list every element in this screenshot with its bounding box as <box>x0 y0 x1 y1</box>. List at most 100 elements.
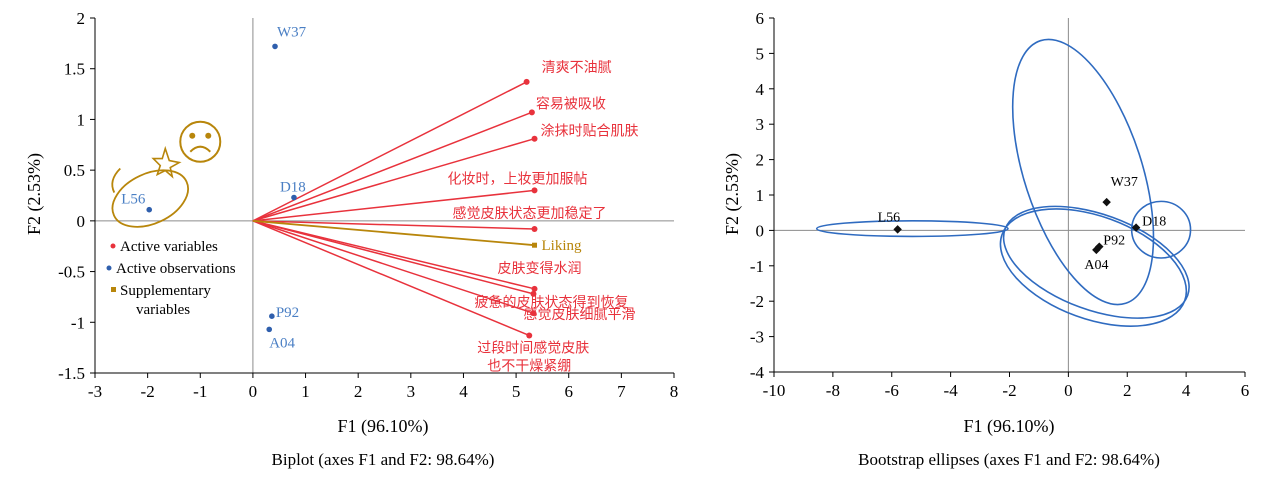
observation-point <box>146 206 153 213</box>
biplot-panel: 清爽不油腻容易被吸收涂抹时贴合肌肤化妆时，上妆更加服帖感觉皮肤状态更加稳定了皮肤… <box>24 9 678 469</box>
observation-point <box>291 194 297 201</box>
biplot-x-tick-label: 4 <box>459 382 468 401</box>
biplot-y-tick-label: 0.5 <box>64 161 85 180</box>
variable-label: 清爽不油腻 <box>542 60 612 76</box>
bootstrap-ellipses <box>815 38 1192 327</box>
biplot-annotations <box>111 120 222 228</box>
observation-point <box>269 313 275 320</box>
bootstrap-point-label: A04 <box>1084 258 1108 273</box>
biplot-y-tick-label: 1.5 <box>64 60 85 79</box>
sad-face-icon <box>179 120 222 163</box>
variable-point <box>530 310 537 317</box>
biplot-legend: Active variables Active observations Sup… <box>106 239 236 318</box>
biplot-y-axis-title: F2 (2.53%) <box>24 153 45 235</box>
bootstrap-y-tick-label: 1 <box>756 186 765 205</box>
bootstrap-x-tick-label: 2 <box>1123 381 1132 400</box>
biplot-x-tick-label: 0 <box>249 382 258 401</box>
observation-label: A04 <box>269 335 295 351</box>
variable-vector <box>252 111 533 222</box>
bootstrap-x-tick-label: -4 <box>944 381 959 400</box>
supplementary-point <box>532 242 538 248</box>
l56-highlight-ellipse <box>111 167 189 228</box>
bootstrap-point-label: W37 <box>1111 175 1138 190</box>
bootstrap-point <box>893 225 902 234</box>
biplot-x-tick-label: 8 <box>670 382 679 401</box>
variable-label: 化妆时，上妆更加服帖 <box>448 171 588 187</box>
variable-point <box>528 109 535 116</box>
variable-vector <box>252 220 535 290</box>
biplot-y-tick-label: 2 <box>77 9 86 28</box>
biplot-x-tick-label: -2 <box>141 382 155 401</box>
observation-label: W37 <box>277 24 307 40</box>
legend-active-observations-marker <box>106 265 112 271</box>
observation-label: D18 <box>280 180 306 196</box>
biplot-x-tick-label: 1 <box>301 382 310 401</box>
bootstrap-x-tick-label: 6 <box>1241 381 1250 400</box>
variable-label: 皮肤变得水润 <box>498 260 582 277</box>
bootstrap-point-label: D18 <box>1142 215 1166 230</box>
biplot-x-tick-label: 3 <box>407 382 416 401</box>
bootstrap-y-tick-label: 4 <box>756 80 765 99</box>
bootstrap-ellipse <box>1011 38 1155 306</box>
supplementary-label: Liking <box>542 238 582 254</box>
variable-label: 容易被吸收 <box>536 95 606 112</box>
biplot-zero-lines <box>95 18 674 373</box>
bootstrap-y-tick-label: 5 <box>756 44 765 63</box>
variable-point <box>531 187 538 194</box>
biplot-y-tick-label: -0.5 <box>58 263 85 282</box>
bootstrap-x-axis-title: F1 (96.10%) <box>964 416 1055 437</box>
bootstrap-x-tick-label: -2 <box>1002 381 1016 400</box>
supplementary-vector <box>252 219 535 247</box>
legend-supplementary-label: Supplementary <box>120 283 211 299</box>
bootstrap-ellipse <box>999 208 1188 327</box>
variable-label: 过段时间感觉皮肤 <box>477 339 589 356</box>
variable-vector <box>252 220 535 230</box>
bootstrap-points: L56 W37 D18 P92 A04 <box>878 175 1167 273</box>
bootstrap-y-tick-label: -1 <box>750 257 764 276</box>
variable-vector <box>252 137 535 222</box>
bootstrap-y-tick-label: -2 <box>750 292 764 311</box>
biplot-x-tick-label: 7 <box>617 382 626 401</box>
variable-label-line2: 也不干燥紧绷 <box>487 358 571 374</box>
observation-label: L56 <box>121 192 146 208</box>
bootstrap-y-tick-label: -4 <box>750 363 765 382</box>
bootstrap-x-tick-label: 0 <box>1064 381 1073 400</box>
bootstrap-zero-lines <box>774 18 1245 372</box>
biplot-observations: W37 L56 D18 P92 A04 <box>121 24 306 351</box>
variable-vector <box>252 220 534 295</box>
bootstrap-point-label: L56 <box>878 210 901 225</box>
bootstrap-y-tick-label: 3 <box>756 115 765 134</box>
bootstrap-ellipse <box>815 220 1009 238</box>
variable-vector <box>252 189 535 222</box>
biplot-y-tick-label: 1 <box>77 110 86 129</box>
legend-supplementary-marker <box>111 287 116 292</box>
biplot-x-tick-label: 6 <box>564 382 573 401</box>
observation-point <box>272 43 278 50</box>
biplot-x-tick-label: -3 <box>88 382 102 401</box>
legend-active-observations-label: Active observations <box>116 261 236 277</box>
biplot-y-tick-label: -1.5 <box>58 364 85 383</box>
variable-point <box>531 135 538 142</box>
bootstrap-ellipse <box>1130 200 1192 259</box>
biplot-x-tick-label: 5 <box>512 382 521 401</box>
observation-label: P92 <box>276 305 299 321</box>
legend-supplementary-label-2: variables <box>136 302 190 318</box>
variable-label: 涂抹时贴合肌肤 <box>541 124 639 140</box>
bootstrap-y-axis-title: F2 (2.53%) <box>722 153 743 235</box>
biplot-variable-vectors: 清爽不油腻容易被吸收涂抹时贴合肌肤化妆时，上妆更加服帖感觉皮肤状态更加稳定了皮肤… <box>252 60 639 374</box>
bootstrap-caption: Bootstrap ellipses (axes F1 and F2: 98.6… <box>858 450 1160 469</box>
bootstrap-x-tick-label: -8 <box>826 381 840 400</box>
bootstrap-x-tick-label: -10 <box>763 381 786 400</box>
bootstrap-x-tick-label: 4 <box>1182 381 1191 400</box>
legend-active-variables-marker <box>110 243 116 249</box>
bootstrap-y-tick-label: 6 <box>756 9 765 28</box>
biplot-caption: Biplot (axes F1 and F2: 98.64%) <box>272 450 495 469</box>
star-scribble-icon <box>151 145 182 179</box>
bootstrap-point-label: P92 <box>1103 234 1125 249</box>
variable-point <box>530 290 537 297</box>
biplot-y-tick-label: -1 <box>71 313 85 332</box>
variable-vector <box>252 220 530 337</box>
